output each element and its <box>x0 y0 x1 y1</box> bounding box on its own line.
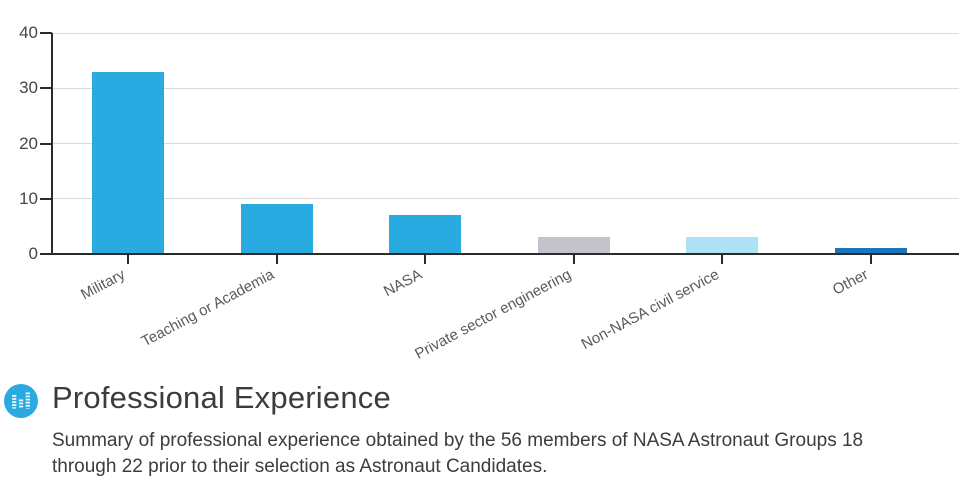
y-axis-tick-label: 30 <box>19 78 38 98</box>
bar-chart-icon <box>4 384 38 418</box>
chart-description-line: through 22 prior to their selection as A… <box>52 456 548 477</box>
y-axis-line <box>51 33 53 254</box>
x-axis-tick <box>424 255 427 264</box>
y-axis-tick-label: 10 <box>19 188 38 208</box>
y-axis-tick-label: 40 <box>19 23 38 42</box>
y-axis-tick <box>40 197 52 200</box>
y-gridline <box>52 143 959 144</box>
x-axis-tick <box>870 255 872 264</box>
y-axis-tick <box>40 142 52 145</box>
bar-other <box>835 248 907 254</box>
chart-description: Summary of professional experience obtai… <box>52 428 863 480</box>
bar-non-nasa-civil-service <box>686 237 759 254</box>
y-axis-tick-label: 20 <box>19 133 38 153</box>
bar-military <box>92 71 164 254</box>
y-axis-tick <box>40 87 52 90</box>
y-gridline <box>52 87 959 89</box>
x-axis-tick <box>275 255 278 264</box>
y-gridline <box>52 198 959 200</box>
y-gridline <box>52 32 959 34</box>
bar-teaching-or-academia <box>240 204 313 254</box>
bar-nasa <box>389 215 462 254</box>
y-axis-tick-label: 0 <box>28 244 38 263</box>
chart-description-line: Summary of professional experience obtai… <box>52 430 864 451</box>
x-axis-line <box>40 253 959 255</box>
x-axis-tick <box>721 255 724 264</box>
y-axis-tick <box>40 32 52 34</box>
x-axis-tick <box>572 255 575 264</box>
chart-title: Professional Experience <box>52 380 391 415</box>
x-axis-category-label: Other <box>829 266 871 299</box>
x-axis-category-label: Non-NASA civil service <box>578 266 723 354</box>
bar-private-sector-engineering <box>537 237 610 254</box>
x-axis-category-label: Private sector engineering <box>411 266 574 363</box>
x-axis-tick <box>127 255 129 264</box>
